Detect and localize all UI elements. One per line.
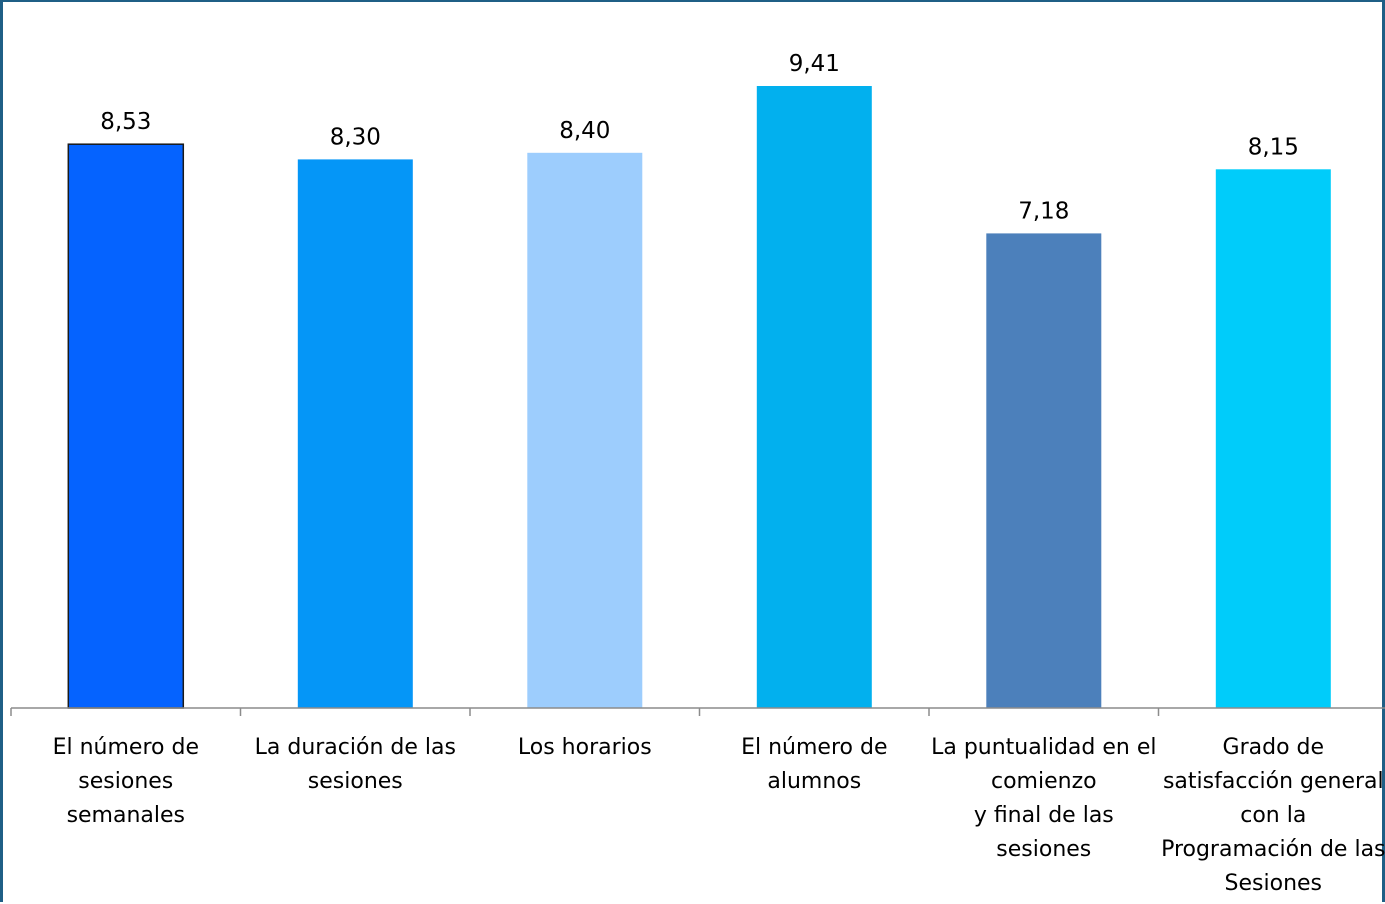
value-label-5: 8,15 <box>1248 134 1299 160</box>
category-label-4-0: La puntualidad en el <box>931 735 1156 760</box>
category-label-0-1: sesiones <box>78 769 173 794</box>
x-axis <box>10 707 1385 716</box>
category-label-5-4: Sesiones <box>1225 871 1322 896</box>
category-label-4-2: y final de las <box>974 803 1114 828</box>
category-label-3-0: El número de <box>741 735 887 760</box>
value-label-1: 8,30 <box>330 124 381 150</box>
category-label-1-1: sesiones <box>308 769 403 794</box>
category-label-5-2: con la <box>1240 803 1306 828</box>
category-label-2-0: Los horarios <box>518 735 652 760</box>
category-label-4-1: comienzo <box>991 769 1097 794</box>
bar-3 <box>756 86 872 708</box>
category-label-5-3: Programación de las <box>1161 837 1385 862</box>
category-label-3-1: alumnos <box>767 769 861 794</box>
value-label-0: 8,53 <box>100 109 151 135</box>
category-labels: El número de sesiones semanales La duración… <box>53 735 1385 896</box>
bar-chart: El número de sesiones semanales La duración… <box>10 51 1385 896</box>
value-label-3: 9,41 <box>789 51 840 77</box>
category-label-4-3: sesiones <box>996 837 1091 862</box>
bar-1 <box>297 159 413 708</box>
category-label-0-2: semanales <box>67 803 185 828</box>
category-label-1-0: La duración de las <box>255 735 456 760</box>
category-label-5-0: Grado de <box>1223 735 1325 760</box>
bars-group <box>67 86 1331 709</box>
bar-4 <box>986 233 1102 708</box>
value-labels: 8,53 8,30 8,40 9,41 7,18 8,15 <box>100 51 1299 224</box>
bar-2 <box>527 152 643 709</box>
value-label-4: 7,18 <box>1018 198 1069 224</box>
value-label-2: 8,40 <box>559 118 610 144</box>
bar-5 <box>1215 169 1331 709</box>
bar-0 <box>67 143 185 709</box>
category-label-5-1: satisfacción general <box>1163 769 1384 794</box>
category-label-0-0: El número de <box>53 735 199 760</box>
